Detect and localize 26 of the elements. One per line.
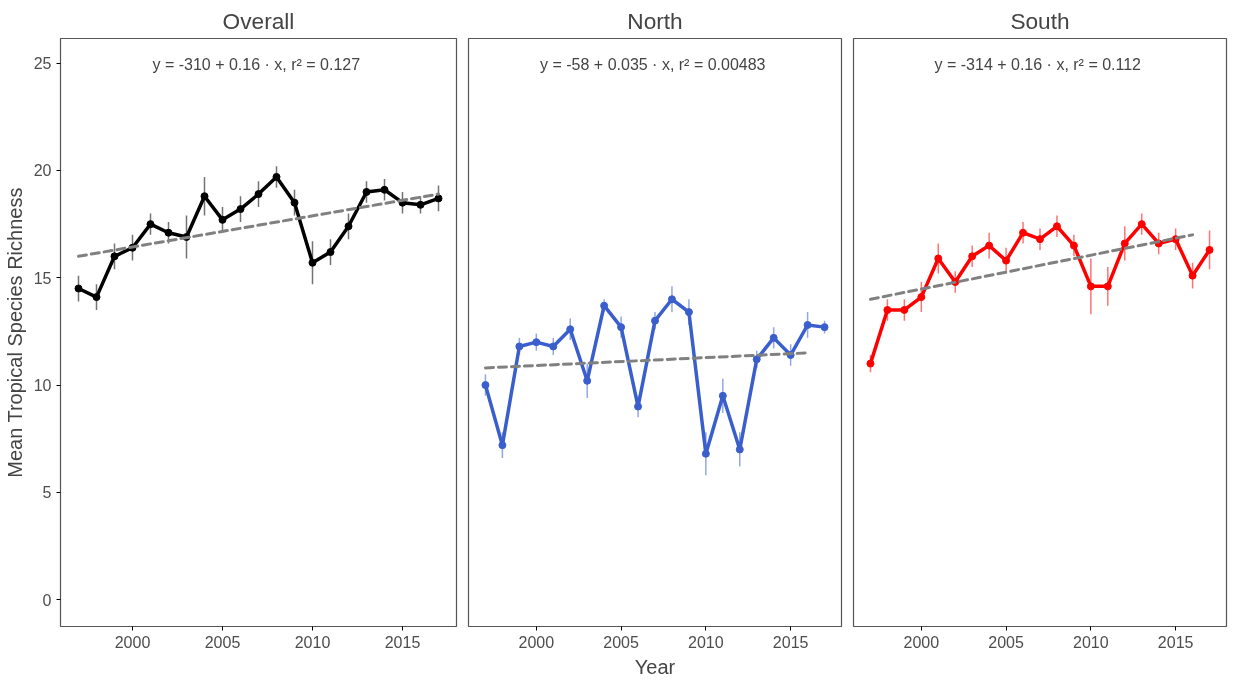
x-tick-label: 2015 xyxy=(772,633,809,651)
chart-title: North xyxy=(627,7,683,34)
y-tick-label: 5 xyxy=(42,484,52,502)
x-tick-label: 2000 xyxy=(903,633,940,651)
x-tick-label: 2010 xyxy=(688,633,724,651)
y-tick-label: 25 xyxy=(33,55,52,73)
annotation: y = -314 + 0.16 · x, r² = 0.112 xyxy=(934,55,1142,73)
x-tick-label: 2005 xyxy=(603,633,639,651)
x-axis-title: Year xyxy=(634,655,676,678)
x-tick-label: 2010 xyxy=(294,633,331,651)
x-tick-label: 2010 xyxy=(1073,633,1109,651)
x-tick-label: 2015 xyxy=(384,633,421,651)
x-tick-label: 2000 xyxy=(518,633,555,651)
y-tick-label: 0 xyxy=(42,591,52,609)
x-tick-label: 2005 xyxy=(988,633,1024,651)
x-tick-label: 2005 xyxy=(204,633,241,651)
y-tick-label: 10 xyxy=(33,377,52,395)
x-tick-label: 2015 xyxy=(1157,633,1194,651)
chart-title: South xyxy=(1010,7,1070,34)
y-tick-label: 20 xyxy=(33,162,52,180)
chart-title: Overall xyxy=(222,7,295,34)
annotation: y = -310 + 0.16 · x, r² = 0.127 xyxy=(152,55,361,73)
annotation: y = -58 + 0.035 · x, r² = 0.00483 xyxy=(540,55,766,73)
y-axis-title: Mean Tropical Species Richness xyxy=(3,187,26,478)
x-tick-label: 2000 xyxy=(114,633,151,651)
y-tick-label: 15 xyxy=(33,269,52,287)
